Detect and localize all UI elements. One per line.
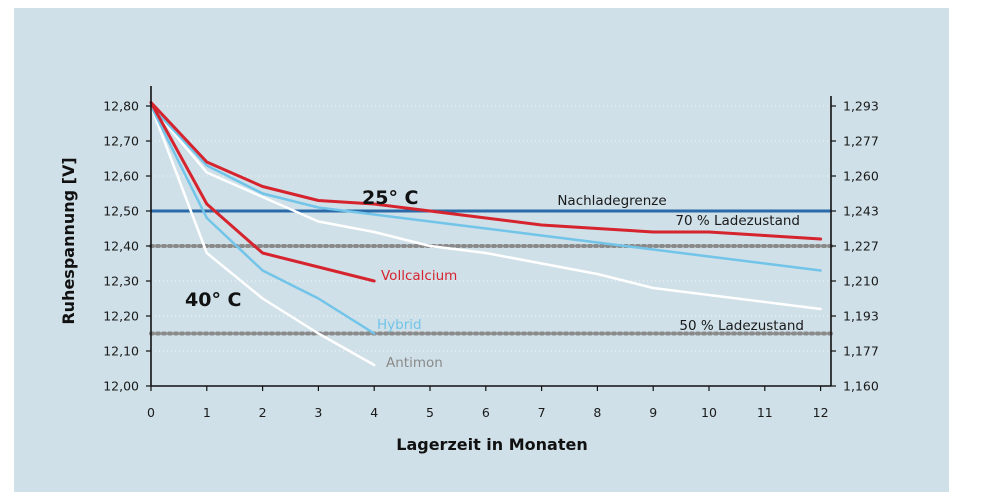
series-line-5 [149,104,822,311]
x-tick-label: 0 [147,405,155,420]
y2-tick-label: 1,177 [843,344,879,359]
series-label-antimon: Antimon [386,355,443,371]
reference-label-nachladegrenze: Nachladegrenze [557,193,666,209]
y2-tick-label: 1,160 [843,379,879,394]
y-tick-label: 12,70 [103,134,139,149]
y2-tick-label: 1,293 [843,99,879,114]
x-tick-label: 10 [701,405,717,420]
x-tick-label: 4 [370,405,378,420]
series-label-hybrid: Hybrid [377,317,422,333]
y2-tick-label: 1,277 [843,134,879,149]
reference-label-50-percent: 50 % Ladezustand [679,318,804,334]
series-line-2 [149,104,376,367]
y2-tick-label: 1,243 [843,204,879,219]
y-tick-label: 12,40 [103,239,139,254]
x-tick-label: 2 [259,405,267,420]
chart-svg: 12,00 1,160 12,10 1,177 12,20 1,193 12,30 1,210… [59,86,879,454]
y-tick-label: 12,00 [103,379,139,394]
y2-tick-label: 1,260 [843,169,879,184]
x-tick-label: 9 [649,405,657,420]
series-label-vollcalcium: Vollcalcium [381,268,457,284]
series-line-4 [149,104,822,272]
y-tick-label: 12,10 [103,344,139,359]
y-tick-label: 12,60 [103,169,139,184]
y-tick-label: 12,20 [103,309,139,324]
annotation-40c: 40° C [185,289,242,311]
y2-tick-label: 1,227 [843,239,879,254]
y-tick-label: 12,30 [103,274,139,289]
x-tick-label: 8 [593,405,601,420]
x-axis-title: Lagerzeit in Monaten [396,435,588,454]
series-line-1 [149,104,376,335]
x-tick-label: 1 [203,405,211,420]
x-tick-label: 5 [426,405,434,420]
reference-label-70-percent: 70 % Ladezustand [675,213,800,229]
x-tick-label: 3 [314,405,322,420]
y-axis-title: Ruhespannung [V] [59,157,78,324]
y2-tick-label: 1,210 [843,274,879,289]
x-tick-label: 11 [757,405,773,420]
y2-tick-label: 1,193 [843,309,879,324]
chart-panel: 12,00 1,160 12,10 1,177 12,20 1,193 12,30 1,210… [14,8,949,492]
x-tick-label: 7 [538,405,546,420]
annotation-25c: 25° C [362,187,419,209]
y-tick-label: 12,80 [103,99,139,114]
series-line-0 [149,101,376,283]
x-tick-label: 6 [482,405,490,420]
x-tick-label: 12 [813,405,829,420]
y-tick-label: 12,50 [103,204,139,219]
series-line-3 [149,101,823,241]
